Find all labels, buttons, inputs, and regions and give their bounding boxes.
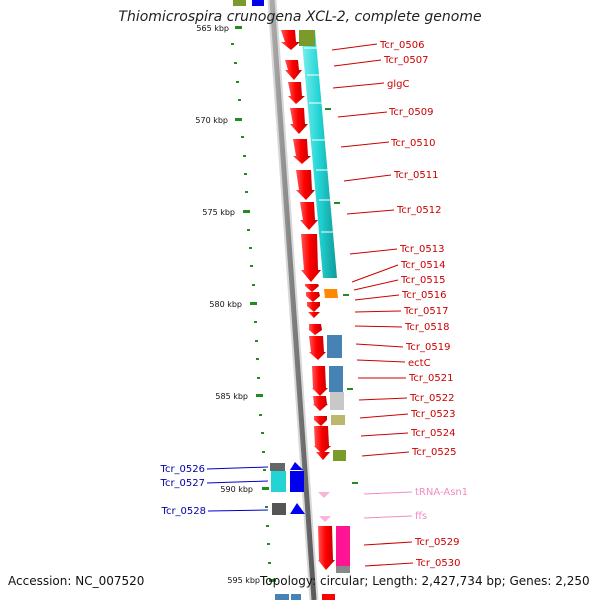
gene-label-tcr-0511[interactable]: Tcr_0511 xyxy=(393,170,438,181)
pink-leader-lines xyxy=(363,491,413,519)
pink-ffs-arrow xyxy=(319,516,331,522)
gene-label-tcr-0525[interactable]: Tcr_0525 xyxy=(411,447,456,458)
gene-label-tcr-0510[interactable]: Tcr_0510 xyxy=(390,138,435,149)
kbp-label-590: 590 kbp xyxy=(220,485,253,494)
kbp-label-585: 585 kbp xyxy=(215,392,248,401)
gene-label-tcr-0518[interactable]: Tcr_0518 xyxy=(404,322,449,333)
gene-arrow-tcr-0513 xyxy=(301,234,321,282)
position-dots xyxy=(231,43,271,564)
gene-arrow-tcr-0512 xyxy=(300,202,318,230)
genome-backbone-core xyxy=(269,0,317,600)
kbp-label-580: 580 kbp xyxy=(209,300,242,309)
cyan-feature-bar xyxy=(301,30,337,278)
red-gene-arrows xyxy=(281,30,335,570)
gene-label-glgc[interactable]: glgC xyxy=(387,79,409,90)
accession-label: Accession: NC_007520 xyxy=(8,574,145,588)
gray-feature-left-2 xyxy=(272,503,286,515)
kbp-label-565: 565 kbp xyxy=(196,24,229,33)
blue-arrow-left-1 xyxy=(290,462,303,470)
partial-feature-blue xyxy=(252,0,264,6)
gene-label-tcr-0523[interactable]: Tcr_0523 xyxy=(410,409,455,420)
partial-feature-bottom-3 xyxy=(322,594,335,600)
gene-arrow-tcr-0522 xyxy=(314,416,327,426)
gene-label-tcr-0509[interactable]: Tcr_0509 xyxy=(388,107,433,118)
gene-arrow-tcr-0523 xyxy=(314,426,331,454)
gene-label-tcr-0506[interactable]: Tcr_0506 xyxy=(379,40,424,51)
khaki-feature xyxy=(331,415,345,425)
gene-arrow-tcr-0524 xyxy=(316,452,330,460)
gene-label-tcr-0515[interactable]: Tcr_0515 xyxy=(400,275,445,286)
left-leader-lines xyxy=(206,466,269,512)
gene-arrow-tcr-0517 xyxy=(308,312,320,318)
gene-label-tcr-0521[interactable]: Tcr_0521 xyxy=(408,373,453,384)
gene-label-ectc[interactable]: ectC xyxy=(408,358,431,369)
gene-arrow-ectc xyxy=(312,366,328,396)
gene-arrow-tcr-0506 xyxy=(281,30,300,50)
olive-feature-top xyxy=(299,30,315,46)
gene-arrow-tcr-0509 xyxy=(290,108,308,134)
orange-feature xyxy=(324,289,338,298)
partial-feature-bottom-2 xyxy=(291,594,301,600)
kbp-tick-marks xyxy=(235,26,276,582)
steel-blue-feature-2 xyxy=(329,366,343,392)
gene-label-tcr-0524[interactable]: Tcr_0524 xyxy=(410,428,455,439)
gene-label-tcr-0516[interactable]: Tcr_0516 xyxy=(401,290,446,301)
gene-label-tcr-0519[interactable]: Tcr_0519 xyxy=(405,342,450,353)
partial-feature-bottom-1 xyxy=(275,594,289,600)
gene-arrow-tcr-0516 xyxy=(307,302,320,312)
gene-label-tcr-0513[interactable]: Tcr_0513 xyxy=(399,244,444,255)
gene-label-tcr-0517[interactable]: Tcr_0517 xyxy=(403,306,448,317)
olive-feature-0525 xyxy=(333,450,346,461)
pink-trna-arrow xyxy=(318,492,330,498)
blue-arrow-left-2 xyxy=(290,503,305,514)
blue-feature-left xyxy=(290,471,304,492)
gene-label-tcr-0529[interactable]: Tcr_0529 xyxy=(414,537,459,548)
gene-label-tcr-0526[interactable]: Tcr_0526 xyxy=(160,464,205,475)
gene-label-ffs[interactable]: ffs xyxy=(415,511,427,522)
right-tick-marks xyxy=(325,108,358,484)
gene-arrow-tcr-0510 xyxy=(293,139,311,164)
kbp-label-570: 570 kbp xyxy=(195,116,228,125)
gene-arrow-tcr-0529 xyxy=(318,526,335,570)
gene-leader-lines xyxy=(331,43,414,567)
kbp-label-575: 575 kbp xyxy=(202,208,235,217)
gray-feature-bottom xyxy=(336,566,350,573)
gene-label-tcr-0530[interactable]: Tcr_0530 xyxy=(415,558,460,569)
gray-feature-left-1 xyxy=(270,463,285,471)
gene-arrow-tcr-0521 xyxy=(313,396,328,411)
kbp-label-595: 595 kbp xyxy=(227,576,260,585)
gene-arrow-glgc xyxy=(288,82,305,104)
gene-label-tcr-0527[interactable]: Tcr_0527 xyxy=(160,478,205,489)
gene-arrow-tcr-0515 xyxy=(306,292,320,302)
gene-label-tcr-0528[interactable]: Tcr_0528 xyxy=(161,506,206,517)
gene-arrow-tcr-0511 xyxy=(296,170,315,200)
gene-arrow-tcr-0518 xyxy=(309,324,322,335)
gene-label-trna-asn1[interactable]: tRNA-Asn1 xyxy=(415,487,468,498)
gene-label-tcr-0512[interactable]: Tcr_0512 xyxy=(396,205,441,216)
gene-arrow-tcr-0507 xyxy=(285,60,302,80)
steel-blue-feature-1 xyxy=(327,335,342,358)
partial-feature-olive xyxy=(233,0,246,6)
genome-title: Thiomicrospira crunogena XCL-2, complete… xyxy=(118,9,482,25)
gene-label-tcr-0514[interactable]: Tcr_0514 xyxy=(400,260,445,271)
gene-arrow-tcr-0514 xyxy=(305,284,319,292)
magenta-feature xyxy=(336,526,350,566)
gene-label-tcr-0522[interactable]: Tcr_0522 xyxy=(409,393,454,404)
gray-feature xyxy=(330,392,344,410)
gene-label-tcr-0507[interactable]: Tcr_0507 xyxy=(383,55,428,66)
topology-label: Topology: circular; Length: 2,427,734 bp… xyxy=(260,574,590,588)
gene-arrow-tcr-0519 xyxy=(309,336,326,360)
cyan-feature-left xyxy=(271,471,286,492)
